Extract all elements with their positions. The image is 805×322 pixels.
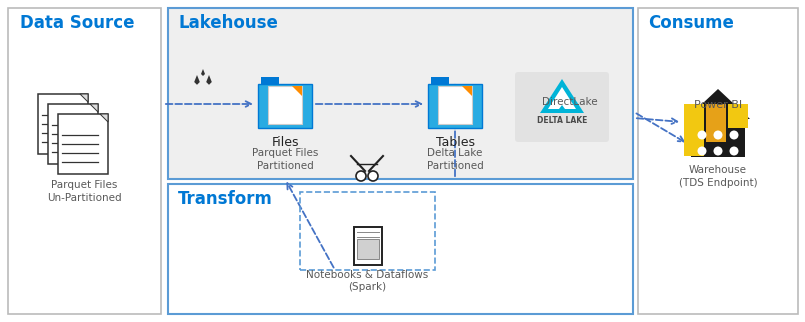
Bar [431,77,449,86]
Circle shape [368,171,378,181]
Text: DELTA LAKE: DELTA LAKE [537,116,587,125]
Bar [38,94,88,154]
Text: Power BI: Power BI [694,100,742,110]
Bar [728,104,748,128]
FancyBboxPatch shape [428,84,482,128]
Bar [268,86,302,124]
Circle shape [729,130,738,139]
Circle shape [356,171,366,181]
Text: Data Source: Data Source [20,14,134,32]
Polygon shape [204,75,215,89]
Polygon shape [192,75,203,89]
Bar [706,104,726,142]
Circle shape [729,147,738,156]
Text: Files: Files [271,136,299,149]
Text: Consume: Consume [648,14,734,32]
Circle shape [713,130,723,139]
FancyBboxPatch shape [168,184,633,314]
Text: Lakehouse: Lakehouse [178,14,278,32]
Text: Transform: Transform [178,190,273,208]
FancyBboxPatch shape [168,8,633,179]
Bar [58,114,108,174]
Polygon shape [199,69,207,79]
Bar [691,119,745,157]
Polygon shape [80,94,88,102]
Bar [48,104,98,164]
Text: Parquet Files
Partitioned: Parquet Files Partitioned [252,148,318,171]
Text: DirectLake: DirectLake [543,97,598,107]
Text: Parquet Files
Un-Partitioned: Parquet Files Un-Partitioned [47,180,122,203]
Bar [684,104,704,156]
Text: Notebooks & Dataflows: Notebooks & Dataflows [306,270,428,280]
Polygon shape [540,79,584,113]
FancyBboxPatch shape [638,8,798,314]
FancyBboxPatch shape [258,84,312,128]
Circle shape [697,130,707,139]
FancyBboxPatch shape [515,72,609,142]
Bar [354,227,382,265]
Bar [357,239,379,259]
Polygon shape [100,114,108,122]
Polygon shape [686,89,750,119]
FancyBboxPatch shape [8,8,161,314]
Bar [261,77,279,86]
Polygon shape [548,87,576,109]
Polygon shape [556,105,568,113]
Polygon shape [90,104,98,112]
Text: Warehouse
(TDS Endpoint): Warehouse (TDS Endpoint) [679,165,758,188]
Circle shape [713,147,723,156]
Bar [438,86,472,124]
Text: Delta Lake
Partitioned: Delta Lake Partitioned [427,148,483,171]
Text: (Spark): (Spark) [348,282,386,292]
Text: Tables: Tables [436,136,474,149]
Polygon shape [462,86,472,96]
Circle shape [697,147,707,156]
Polygon shape [292,86,302,96]
